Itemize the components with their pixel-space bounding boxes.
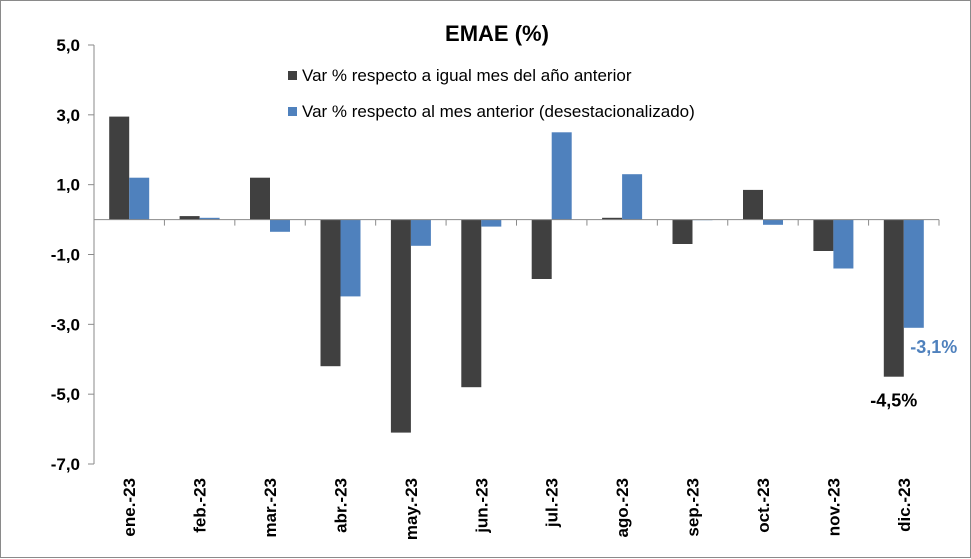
bar-s1-oct.-23 bbox=[743, 189, 763, 220]
y-tick-label: -1,0 bbox=[51, 246, 80, 265]
y-tick-label: 3,0 bbox=[56, 106, 80, 125]
bar-s1-abr.-23 bbox=[320, 219, 341, 367]
y-tick-label: -3,0 bbox=[51, 315, 80, 334]
bar-s2-oct.-23 bbox=[763, 219, 783, 225]
x-tick-label: ago.-23 bbox=[613, 478, 632, 538]
bar-s2-may.-23 bbox=[410, 219, 431, 246]
bar-s2-abr.-23 bbox=[340, 219, 361, 297]
x-tick-label: oct.-23 bbox=[754, 478, 773, 533]
x-tick-label: jun.-23 bbox=[472, 478, 491, 534]
legend: Var % respecto a igual mes del año anter… bbox=[288, 66, 695, 121]
annotation-label-2: -4,5% bbox=[870, 391, 917, 411]
bar-s1-ago.-23 bbox=[602, 217, 623, 220]
bar-s1-dic.-23 bbox=[883, 219, 904, 377]
bar-s1-ene.-23 bbox=[109, 116, 130, 220]
x-tick-label: nov.-23 bbox=[824, 478, 843, 536]
bars-group bbox=[109, 116, 924, 433]
bar-s1-may.-23 bbox=[390, 219, 411, 433]
x-tick-label: mar.-23 bbox=[261, 478, 280, 538]
bar-s2-jul.-23 bbox=[551, 132, 572, 220]
annotation-label-1: -3,1% bbox=[910, 337, 957, 357]
bar-s2-ene.-23 bbox=[129, 177, 150, 220]
axes-group: 5,0 3,0 1,0 -1,0 -3,0 -5,0 -7,0 ene.-23 feb.-23 m… bbox=[51, 36, 940, 540]
bar-s1-jun.-23 bbox=[461, 219, 482, 388]
bar-s2-nov.-23 bbox=[833, 219, 854, 269]
bar-s2-mar.-23 bbox=[270, 219, 290, 232]
bar-s1-jul.-23 bbox=[531, 219, 552, 279]
legend-label-2: Var % respecto al mes anterior (desestac… bbox=[302, 102, 695, 121]
bar-s1-feb.-23 bbox=[179, 216, 200, 220]
x-tick-label: feb.-23 bbox=[191, 478, 210, 533]
y-tick-label: 1,0 bbox=[56, 176, 80, 195]
bar-s1-nov.-23 bbox=[813, 219, 834, 251]
y-tick-label: 5,0 bbox=[56, 36, 80, 55]
x-tick-label: abr.-23 bbox=[332, 478, 351, 533]
legend-swatch-1 bbox=[288, 71, 297, 80]
annotations-group: -3,1% -4,5% bbox=[870, 337, 957, 411]
x-tick-label: sep.-23 bbox=[684, 478, 703, 537]
x-tick-label: dic.-23 bbox=[895, 478, 914, 532]
x-tick-label: jul.-23 bbox=[543, 478, 562, 528]
x-tick-label: ene.-23 bbox=[120, 478, 139, 537]
bar-s1-sep.-23 bbox=[672, 219, 693, 244]
x-tick-label: may.-23 bbox=[402, 478, 421, 540]
bar-s2-ago.-23 bbox=[622, 174, 643, 220]
y-tick-label: -7,0 bbox=[51, 455, 80, 474]
bar-s1-mar.-23 bbox=[250, 177, 270, 220]
legend-label-1: Var % respecto a igual mes del año anter… bbox=[302, 66, 632, 85]
chart-title: EMAE (%) bbox=[445, 21, 549, 46]
legend-swatch-2 bbox=[288, 107, 297, 116]
bar-s2-dic.-23 bbox=[903, 219, 924, 328]
bar-s2-feb.-23 bbox=[199, 217, 220, 220]
bar-s2-jun.-23 bbox=[481, 219, 502, 227]
y-tick-label: -5,0 bbox=[51, 385, 80, 404]
